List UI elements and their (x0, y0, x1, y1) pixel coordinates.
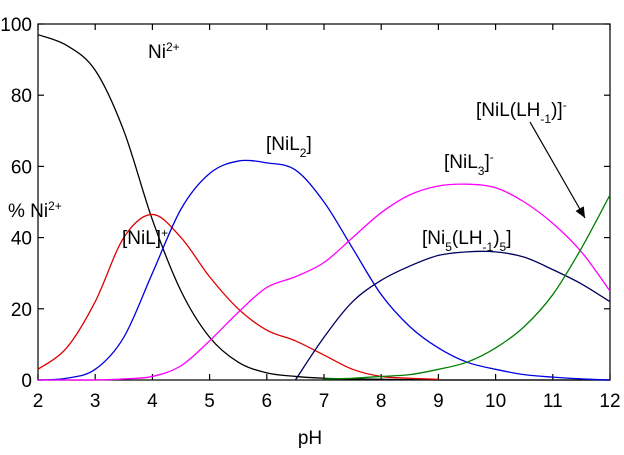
series-label-part: Ni (148, 42, 166, 63)
series-line (37, 183, 611, 381)
series-label-part: + (161, 226, 168, 240)
series-label-part: 3 (478, 164, 485, 178)
x-tick-label: 12 (599, 391, 620, 412)
series-label-part: -1 (540, 112, 551, 126)
series-label-part: - (490, 150, 494, 164)
x-tick-label: 7 (319, 391, 330, 412)
series-label-part: ] (506, 228, 511, 249)
series-label: [NiL2] (266, 134, 312, 160)
series-label-part: 5 (500, 240, 507, 254)
y-axis-label-part: 2+ (48, 199, 62, 213)
series-line (37, 34, 610, 381)
series-label-part: (LH (452, 228, 483, 249)
annotation-arrow (529, 121, 586, 219)
x-tick-label: 2 (33, 391, 44, 412)
series-label-part: [NiL(LH (476, 100, 540, 121)
series-label-part: - (563, 98, 567, 112)
series-label-part: )] (551, 100, 563, 121)
series-label-part: [NiL (266, 134, 300, 155)
series-line (37, 213, 439, 380)
series-label-part: [NiL] (122, 228, 161, 249)
y-axis-label-part: % Ni (8, 201, 48, 222)
y-tick-label: 20 (11, 300, 32, 321)
x-tick-label: 4 (147, 391, 158, 412)
x-tick-label: 3 (90, 391, 101, 412)
series-label-part: ] (484, 152, 489, 173)
x-tick-label: 9 (433, 391, 444, 412)
series-label-part: ) (493, 228, 499, 249)
y-tick-label: 0 (21, 371, 32, 392)
series-label: [NiL3]- (444, 150, 494, 178)
y-tick-label: 100 (0, 15, 32, 36)
x-tick-label: 10 (485, 391, 506, 412)
series-label: [NiL]+ (122, 226, 168, 249)
x-tick-label: 5 (204, 391, 215, 412)
series-label: [NiL(LH-1)]- (476, 98, 567, 126)
y-tick-label: 60 (11, 157, 32, 178)
y-tick-label: 40 (11, 229, 32, 250)
series-label-part: 5 (445, 240, 452, 254)
series-label: [Ni5(LH-1)5] (422, 228, 512, 254)
x-tick-label: 11 (543, 391, 563, 412)
series-line (37, 159, 611, 381)
x-tick-label: 6 (262, 391, 273, 412)
series-label-part: [Ni (422, 228, 445, 249)
series-label-part: [NiL (444, 152, 478, 173)
series-label-part: 2+ (166, 40, 180, 54)
x-axis-label: pH (298, 428, 322, 449)
x-tick-label: 8 (376, 391, 387, 412)
series-line (323, 194, 611, 380)
series-label-part: ] (306, 134, 311, 155)
series-label-part: -1 (483, 240, 494, 254)
y-axis-label: % Ni2+ (8, 199, 62, 222)
series-label-part: 2 (300, 146, 307, 160)
y-tick-label: 80 (11, 86, 32, 107)
series-line (294, 250, 611, 381)
series-label: Ni2+ (148, 40, 180, 63)
